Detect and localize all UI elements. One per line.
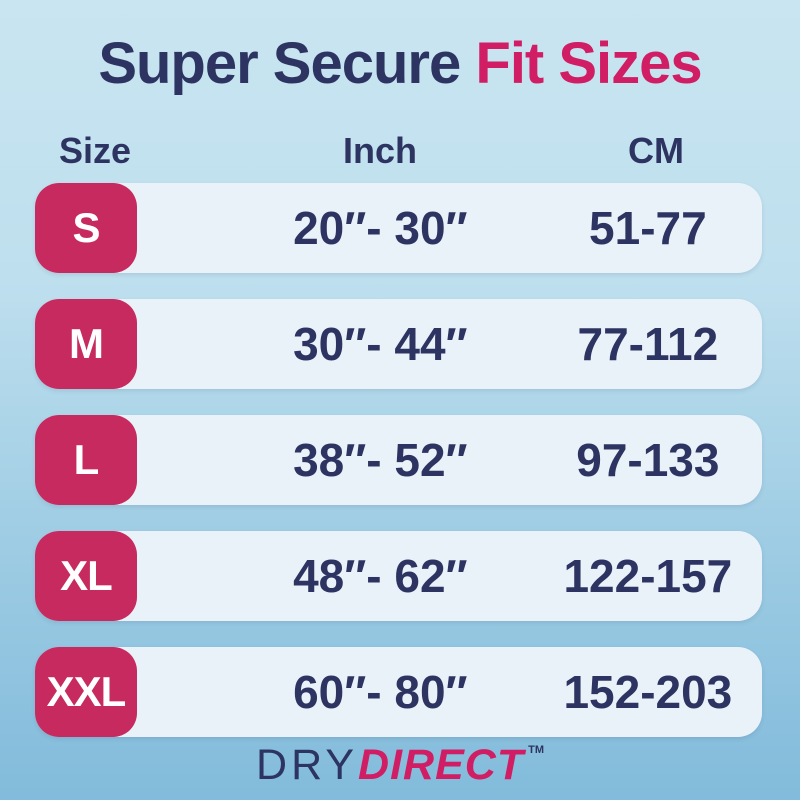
page-title-part1: Super Secure xyxy=(98,31,461,96)
inch-value: 38″- 52″ xyxy=(293,434,468,486)
size-badge-label: L xyxy=(73,436,100,483)
inch-value: 60″- 80″ xyxy=(293,666,468,718)
cm-value: 97-133 xyxy=(576,434,720,486)
inch-value: 30″- 44″ xyxy=(293,318,468,370)
table-row-m: M 30″- 44″ 77-112 xyxy=(35,299,762,389)
cm-value: 122-157 xyxy=(563,550,733,602)
inch-value: 48″- 62″ xyxy=(293,550,468,602)
table-row-xl: XL 48″- 62″ 122-157 xyxy=(35,531,762,621)
brand-logo: DRY DIRECT TM xyxy=(0,744,800,787)
column-header-size: Size xyxy=(58,130,132,171)
page-title: Super Secure Fit Sizes xyxy=(0,30,800,97)
page-title-part2: Fit Sizes xyxy=(475,31,702,96)
table-row-s: S 20″- 30″ 51-77 xyxy=(35,183,762,273)
cm-value: 51-77 xyxy=(589,202,707,254)
size-badge: L xyxy=(35,415,137,505)
size-badge: XL xyxy=(35,531,137,621)
size-badge: M xyxy=(35,299,137,389)
column-header-cm: CM xyxy=(628,130,684,171)
size-table: S 20″- 30″ 51-77 M 30″- 44″ 77-112 L 38″… xyxy=(35,183,762,737)
brand-logo-direct: DIRECT xyxy=(358,741,525,789)
size-badge-label: XXL xyxy=(46,668,127,715)
size-badge-label: S xyxy=(72,204,100,251)
inch-value: 20″- 30″ xyxy=(293,202,468,254)
brand-logo-dry: DRY xyxy=(256,741,359,789)
size-badge: S xyxy=(35,183,137,273)
column-header-inch: Inch xyxy=(342,130,418,171)
cm-value: 77-112 xyxy=(577,318,719,370)
table-row-l: L 38″- 52″ 97-133 xyxy=(35,415,762,505)
table-row-xxl: XXL 60″- 80″ 152-203 xyxy=(35,647,762,737)
trademark-symbol: TM xyxy=(528,744,544,756)
size-badge: XXL xyxy=(35,647,137,737)
size-badge-label: M xyxy=(69,320,104,367)
size-badge-label: XL xyxy=(60,552,113,599)
cm-value: 152-203 xyxy=(563,666,733,718)
